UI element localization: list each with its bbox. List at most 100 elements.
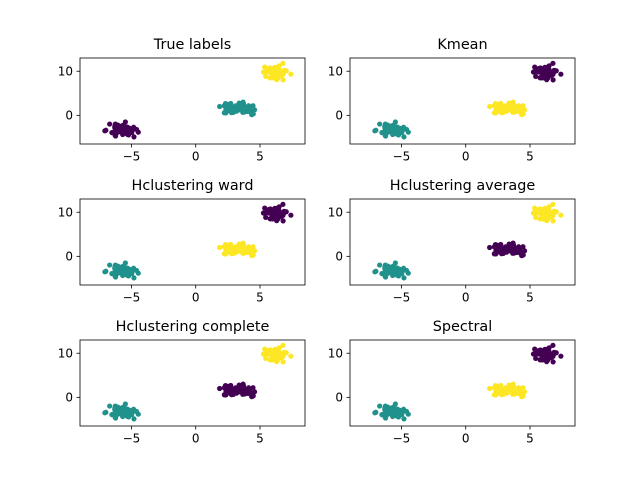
data-point: [494, 104, 500, 111]
data-point: [405, 270, 411, 276]
data-point: [121, 267, 127, 273]
data-point: [263, 355, 269, 362]
data-point: [237, 104, 243, 111]
data-point: [546, 348, 552, 354]
data-point: [397, 269, 403, 276]
data-point: [517, 250, 523, 256]
x-tick-label: 0: [462, 432, 470, 446]
data-point: [382, 266, 388, 272]
data-point: [114, 411, 120, 417]
data-point: [515, 246, 521, 252]
data-point: [127, 128, 133, 135]
data-point: [131, 275, 137, 281]
data-point: [222, 241, 229, 248]
data-point: [267, 357, 273, 363]
data-point: [405, 411, 411, 417]
data-point: [131, 124, 137, 130]
x-axis-ticks: −5 0 5: [393, 285, 534, 305]
x-tick-label: −5: [393, 432, 411, 446]
data-point: [262, 64, 268, 70]
data-point: [542, 68, 548, 74]
axes-frame: [349, 57, 576, 145]
data-point: [390, 272, 396, 279]
x-tick-label: 5: [256, 150, 264, 164]
data-point: [280, 77, 286, 83]
data-point: [550, 77, 556, 83]
data-point: [550, 218, 556, 224]
x-tick-label: 5: [256, 432, 264, 446]
data-point: [245, 387, 251, 393]
data-point: [247, 391, 253, 397]
y-tick-label: 10: [58, 206, 73, 220]
x-tick-label: −5: [123, 291, 141, 305]
y-axis-ticks: 0 10: [58, 347, 80, 405]
data-point: [224, 245, 230, 252]
data-point: [390, 131, 396, 138]
data-point: [401, 416, 407, 422]
data-point: [280, 359, 286, 365]
panel-title: Spectral: [433, 319, 492, 335]
data-point: [127, 269, 133, 276]
data-point: [558, 212, 564, 218]
data-point: [543, 73, 549, 79]
data-point: [260, 210, 267, 216]
panel-spectral: Spectral −5 0 5 0 10: [328, 319, 576, 446]
data-point: [492, 100, 499, 107]
panel-kmean: Kmean −5 0 5 0 10: [328, 37, 576, 164]
data-point: [382, 407, 388, 413]
x-tick-label: 0: [192, 291, 200, 305]
data-point: [377, 262, 383, 268]
x-axis-ticks: −5 0 5: [123, 285, 264, 305]
axes-frame: [79, 198, 306, 286]
data-point: [103, 409, 109, 415]
data-point: [401, 124, 407, 130]
data-point: [266, 347, 272, 354]
data-point: [532, 64, 538, 70]
data-point: [273, 355, 279, 361]
data-point: [272, 209, 278, 215]
data-point: [532, 205, 538, 211]
data-point: [131, 134, 137, 140]
data-point: [492, 241, 499, 248]
data-point: [373, 409, 379, 415]
data-point: [530, 69, 537, 75]
axes-frame: [349, 198, 576, 286]
x-tick-label: 0: [192, 432, 200, 446]
y-tick-label: 0: [65, 391, 73, 405]
data-point: [272, 350, 278, 356]
data-point: [273, 214, 279, 220]
panel-title: Hclustering ward: [132, 178, 254, 194]
scatter-points: [102, 60, 294, 140]
x-tick-label: −5: [393, 291, 411, 305]
data-point: [276, 348, 282, 354]
x-axis-ticks: −5 0 5: [393, 426, 534, 446]
data-point: [521, 248, 528, 254]
data-point: [536, 65, 542, 72]
x-tick-label: 5: [526, 291, 534, 305]
data-point: [245, 105, 251, 111]
data-point: [521, 389, 528, 395]
scatter-points: [372, 342, 564, 422]
data-point: [517, 109, 523, 115]
data-point: [135, 270, 141, 276]
data-point: [382, 125, 388, 131]
data-point: [131, 416, 137, 422]
data-point: [373, 127, 379, 133]
data-point: [267, 216, 273, 222]
data-point: [288, 71, 294, 77]
data-point: [543, 214, 549, 220]
data-point: [263, 73, 269, 80]
data-point: [507, 245, 513, 252]
y-tick-label: 10: [58, 347, 73, 361]
axes-frame: [79, 339, 306, 427]
data-point: [276, 207, 282, 213]
data-point: [112, 266, 118, 272]
data-point: [501, 389, 507, 395]
y-axis-ticks: 0 10: [328, 347, 350, 405]
data-point: [384, 270, 390, 276]
y-tick-label: 10: [328, 347, 343, 361]
data-point: [121, 408, 127, 414]
y-tick-label: 0: [65, 109, 73, 123]
data-point: [121, 126, 127, 132]
